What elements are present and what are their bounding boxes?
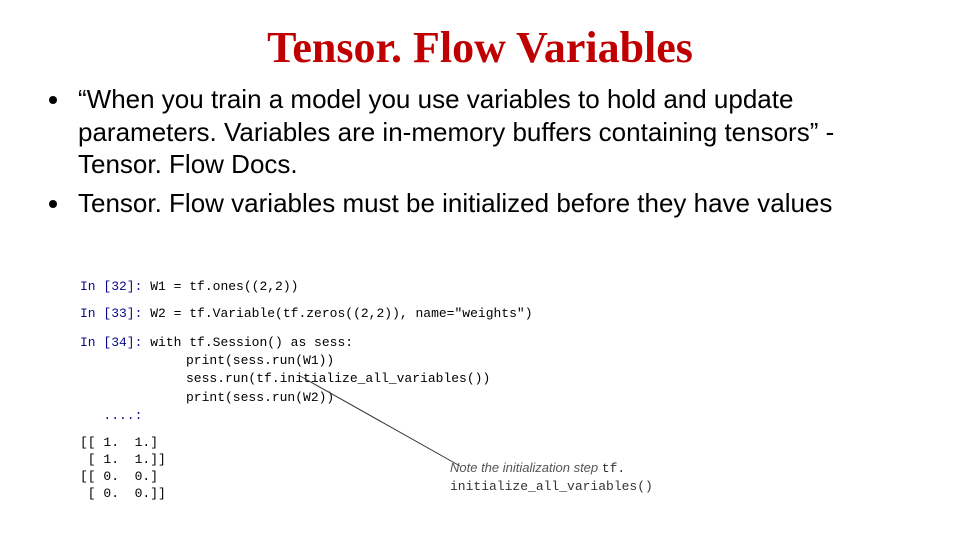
annotation-note: Note the initialization step bbox=[450, 460, 602, 475]
annotation-code: initialize_all_variables() bbox=[450, 479, 653, 494]
annotation-code: tf. bbox=[602, 461, 625, 476]
output-line: [ 1. 1.]] bbox=[80, 452, 166, 467]
code-input: print(sess.run(W1)) bbox=[80, 352, 334, 370]
annotation-text: Note the initialization step tf. initial… bbox=[450, 460, 653, 496]
code-input: W2 = tf.Variable(tf.zeros((2,2)), name="… bbox=[150, 306, 532, 321]
output-line: [[ 0. 0.] bbox=[80, 469, 158, 484]
bullet-item: “When you train a model you use variable… bbox=[72, 83, 900, 181]
code-input: sess.run(tf.initialize_all_variables()) bbox=[80, 370, 490, 388]
output-line: [ 0. 0.]] bbox=[80, 486, 166, 501]
code-prompt: In [34]: bbox=[80, 335, 142, 350]
slide-title: Tensor. Flow Variables bbox=[0, 0, 960, 83]
bullet-list: “When you train a model you use variable… bbox=[40, 83, 900, 219]
slide: Tensor. Flow Variables “When you train a… bbox=[0, 0, 960, 540]
code-input: W1 = tf.ones((2,2)) bbox=[150, 279, 298, 294]
code-cell: In [32]: W1 = tf.ones((2,2)) bbox=[80, 280, 680, 293]
code-cell: In [34]: with tf.Session() as sess: prin… bbox=[80, 334, 680, 425]
bullet-item: Tensor. Flow variables must be initializ… bbox=[72, 187, 900, 220]
code-cell: In [33]: W2 = tf.Variable(tf.zeros((2,2)… bbox=[80, 307, 680, 320]
output-line: [[ 1. 1.] bbox=[80, 435, 158, 450]
bullet-list-container: “When you train a model you use variable… bbox=[0, 83, 960, 219]
code-input: with tf.Session() as sess: bbox=[150, 335, 353, 350]
code-prompt: In [33]: bbox=[80, 306, 142, 321]
code-continuation: ....: bbox=[80, 408, 142, 423]
code-prompt: In [32]: bbox=[80, 279, 142, 294]
code-input: print(sess.run(W2)) bbox=[80, 389, 334, 407]
